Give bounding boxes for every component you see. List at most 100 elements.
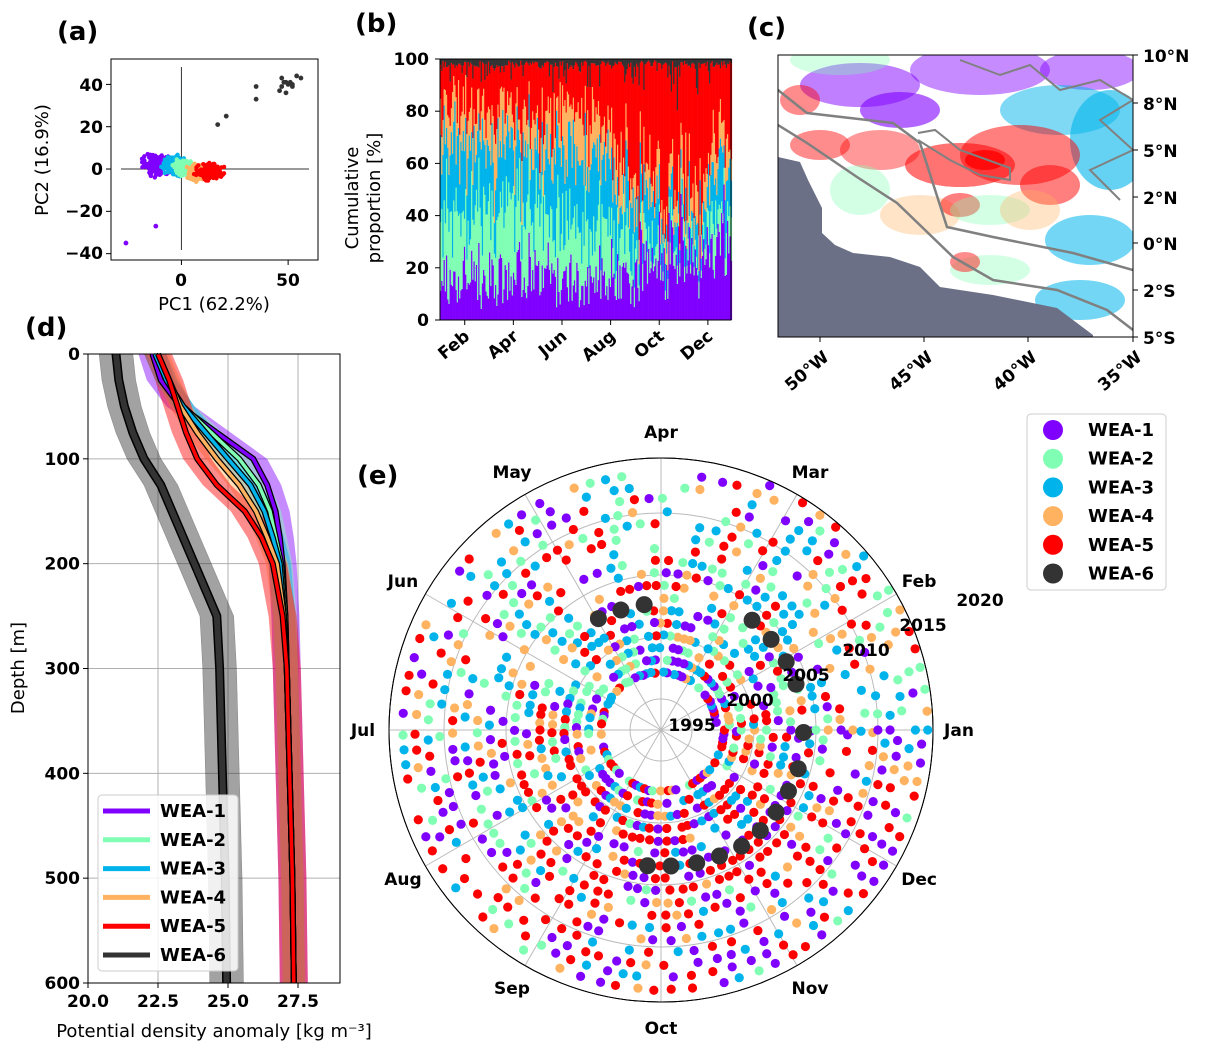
b-bar-WEA-2 [622, 193, 625, 263]
b-bar-WEA-4 [508, 105, 510, 132]
b-bar-WEA-4 [638, 239, 641, 265]
b-bar-WEA-2 [609, 235, 612, 287]
b-bar-WEA-4 [535, 112, 538, 150]
b-bar-WEA-4 [688, 133, 691, 162]
b-bar-WEA-4 [724, 167, 727, 201]
e-point-WEA-3 [613, 573, 623, 583]
e-point-WEA-1 [670, 836, 680, 846]
e-point-WEA-3 [423, 735, 433, 745]
b-bar-WEA-1 [527, 285, 529, 320]
e-point-WEA-1 [609, 672, 619, 682]
b-bar-WEA-6 [628, 59, 631, 68]
a-point [148, 163, 153, 169]
b-bar-WEA-5 [632, 83, 635, 179]
e-point-WEA-5 [565, 886, 575, 896]
e-point-WEA-4 [421, 620, 431, 630]
b-bar-WEA-3 [453, 121, 455, 201]
panel-e-polar: JanFebMarAprMayJunJulAugSepOctNovDec1995… [350, 423, 1004, 1039]
b-bar-WEA-3 [713, 184, 716, 236]
e-point-WEA-5 [662, 823, 672, 834]
e-point-WEA-1 [770, 888, 780, 898]
b-bar-WEA-2 [544, 194, 546, 269]
e-point-WEA-5 [580, 631, 590, 642]
b-bar-WEA-1 [516, 252, 519, 320]
e-point-WEA-5 [729, 809, 740, 819]
b-bar-WEA-4 [601, 126, 603, 160]
b-bar-WEA-3 [512, 150, 515, 186]
e-point-WEA-5 [651, 631, 662, 641]
b-bar-WEA-1 [504, 265, 507, 320]
b-bar-WEA-6 [478, 59, 480, 68]
b-bar-WEA-5 [618, 61, 620, 196]
e-point-WEA-2 [476, 804, 486, 814]
e-point-WEA-3 [502, 569, 512, 579]
e-point-WEA-5 [523, 787, 534, 797]
b-bar-WEA-2 [633, 287, 636, 308]
b-bar-WEA-6 [573, 59, 576, 66]
e-point-WEA-4 [576, 754, 586, 764]
e-point-WEA-3 [742, 595, 752, 605]
e-point-WEA-5 [649, 985, 659, 995]
b-bar-WEA-1 [456, 302, 459, 320]
e-point-WEA-5 [770, 601, 781, 611]
b-bar-WEA-5 [670, 91, 673, 154]
b-bar-WEA-6 [484, 59, 486, 81]
b-bar-WEA-6 [462, 59, 465, 66]
b-bar-WEA-1 [693, 275, 696, 320]
e-point-WEA-5 [846, 619, 857, 629]
e-point-WEA-1 [766, 682, 776, 693]
b-bar-WEA-5 [455, 65, 458, 98]
e-point-WEA-1 [571, 723, 582, 733]
b-bar-WEA-5 [559, 61, 562, 83]
e-point-WEA-1 [863, 810, 873, 820]
b-bar-WEA-1 [443, 259, 446, 320]
e-point-WEA-3 [743, 644, 754, 654]
b-bar-WEA-6 [514, 59, 516, 68]
b-bar-WEA-3 [514, 194, 516, 253]
b-bar-WEA-2 [570, 229, 572, 255]
e-point-WEA-3 [451, 837, 461, 847]
e-point-WEA-2 [821, 583, 831, 594]
b-bar-WEA-2 [478, 157, 480, 244]
b-bar-WEA-6 [700, 59, 703, 65]
b-bar-WEA-1 [649, 273, 651, 320]
c-class-patch-WEA-5 [940, 193, 980, 217]
e-point-WEA-2 [536, 622, 546, 632]
b-bar-WEA-1 [447, 299, 449, 320]
b-bar-WEA-5 [571, 66, 574, 110]
b-bar-WEA-5 [662, 64, 664, 235]
b-bar-WEA-2 [547, 214, 550, 243]
a-point [220, 172, 226, 177]
e-point-WEA-2 [584, 729, 594, 739]
b-bar-WEA-4 [447, 115, 449, 148]
e-point-WEA-3 [807, 536, 817, 546]
b-bar-WEA-4 [471, 87, 473, 133]
b-bar-WEA-2 [585, 221, 588, 287]
d-legend-label: WEA-3 [160, 859, 226, 880]
b-bar-WEA-2 [474, 205, 477, 282]
b-bar-WEA-6 [729, 59, 731, 62]
b-bar-WEA-1 [522, 289, 525, 320]
e-point-WEA-3 [666, 606, 677, 616]
b-bar-WEA-2 [453, 200, 455, 272]
e-point-WEA-4 [755, 741, 765, 751]
b-bar-WEA-4 [572, 97, 575, 120]
b-bar-WEA-4 [660, 212, 662, 245]
e-point-WEA-5 [660, 848, 670, 858]
b-bar-WEA-2 [582, 212, 584, 286]
b-bar-WEA-2 [703, 222, 705, 240]
e-point-WEA-4 [572, 729, 582, 739]
e-point-WEA-1 [684, 871, 694, 881]
b-bar-WEA-6 [546, 59, 548, 62]
b-bar-WEA-3 [552, 183, 554, 242]
b-bar-WEA-5 [608, 64, 611, 120]
b-bar-WEA-1 [453, 271, 455, 320]
e-point-WEA-6 [743, 611, 761, 629]
e-point-WEA-5 [532, 591, 542, 601]
e-point-WEA-5 [683, 909, 694, 919]
e-point-WEA-3 [571, 659, 581, 669]
b-bar-WEA-4 [725, 138, 728, 182]
b-bar-WEA-1 [599, 245, 601, 320]
b-bar-WEA-4 [616, 144, 619, 178]
b-bar-WEA-4 [679, 243, 681, 251]
